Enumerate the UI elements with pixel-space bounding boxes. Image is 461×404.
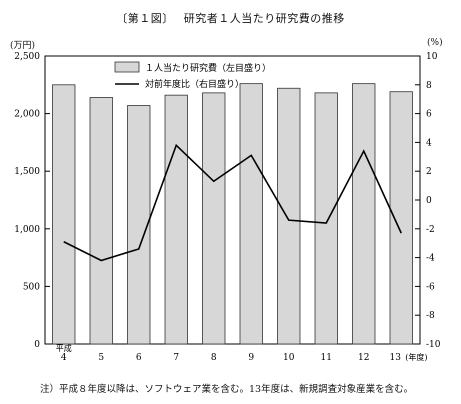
legend-line-label: 対前年度比（右目盛り） <box>145 78 244 90</box>
right-tick-label: 6 <box>426 110 432 120</box>
right-tick-label: 2 <box>426 167 432 177</box>
x-axis-suffix: (年度) <box>405 352 427 362</box>
tick-labels: 0 500 1,000 1,500 2,000 2,500 -10 -8 -6 -4 -2 0 2 4 6 8… <box>14 52 441 363</box>
legend-bar-label: １人当たり研究費（左目盛り） <box>145 62 271 74</box>
right-tick-label: -2 <box>426 225 435 235</box>
bar <box>277 87 301 345</box>
chart-title: 〔第１図〕 研究者１人当たり研究費の推移 <box>0 10 461 26</box>
x-tick-label: 11 <box>321 353 332 363</box>
x-tick-label: 8 <box>211 353 217 363</box>
right-tick-label: -6 <box>426 282 435 292</box>
left-tick-label: 500 <box>23 282 40 292</box>
left-tick-label: 0 <box>34 340 40 350</box>
right-tick-label: -8 <box>426 311 435 321</box>
x-tick-label: 12 <box>358 353 369 363</box>
bar <box>127 105 151 345</box>
bar <box>314 92 338 345</box>
x-tick-label: 9 <box>248 353 254 363</box>
right-tick-label: 10 <box>426 52 438 62</box>
x-tick-label: 13 <box>390 353 402 363</box>
x-tick-label: 4 <box>61 353 67 363</box>
legend: １人当たり研究費（左目盛り） 対前年度比（右目盛り） <box>114 61 271 90</box>
bar <box>389 91 413 345</box>
left-tick-label: 2,000 <box>14 110 40 120</box>
ratio-line <box>63 143 402 262</box>
figure-title: 研究者１人当たり研究費の推移 <box>183 12 345 25</box>
right-axis-unit: (%) <box>427 38 443 48</box>
bar <box>89 97 113 345</box>
bar <box>202 92 226 345</box>
bar <box>52 84 76 345</box>
line-series <box>63 143 402 262</box>
right-tick-label: -10 <box>426 340 441 350</box>
right-tick-label: 0 <box>426 196 432 206</box>
right-tick-label: 4 <box>426 138 432 148</box>
legend-bar-swatch <box>114 61 140 73</box>
bar <box>164 94 188 345</box>
x-tick-label: 10 <box>283 353 295 363</box>
x-tick-label: 7 <box>173 353 179 363</box>
left-tick-label: 2,500 <box>14 52 40 62</box>
figure-number: 〔第１図〕 <box>116 12 174 25</box>
left-tick-label: 1,500 <box>14 167 40 177</box>
x-tick-prefix: 平成 <box>56 343 72 353</box>
right-tick-label: -4 <box>426 254 435 264</box>
left-axis-unit: (万円) <box>10 41 36 51</box>
bar-series <box>52 83 413 345</box>
x-tick-label: 6 <box>136 353 142 363</box>
bar <box>352 83 376 345</box>
x-tick-label: 5 <box>98 353 104 363</box>
right-tick-label: 8 <box>426 81 432 91</box>
left-tick-label: 1,000 <box>14 225 40 235</box>
bar <box>239 83 263 345</box>
footnote: 注）平成８年度以降は、ソフトウェア業を含む。13年度は、新規調査対象産業を含む。 <box>40 384 414 395</box>
